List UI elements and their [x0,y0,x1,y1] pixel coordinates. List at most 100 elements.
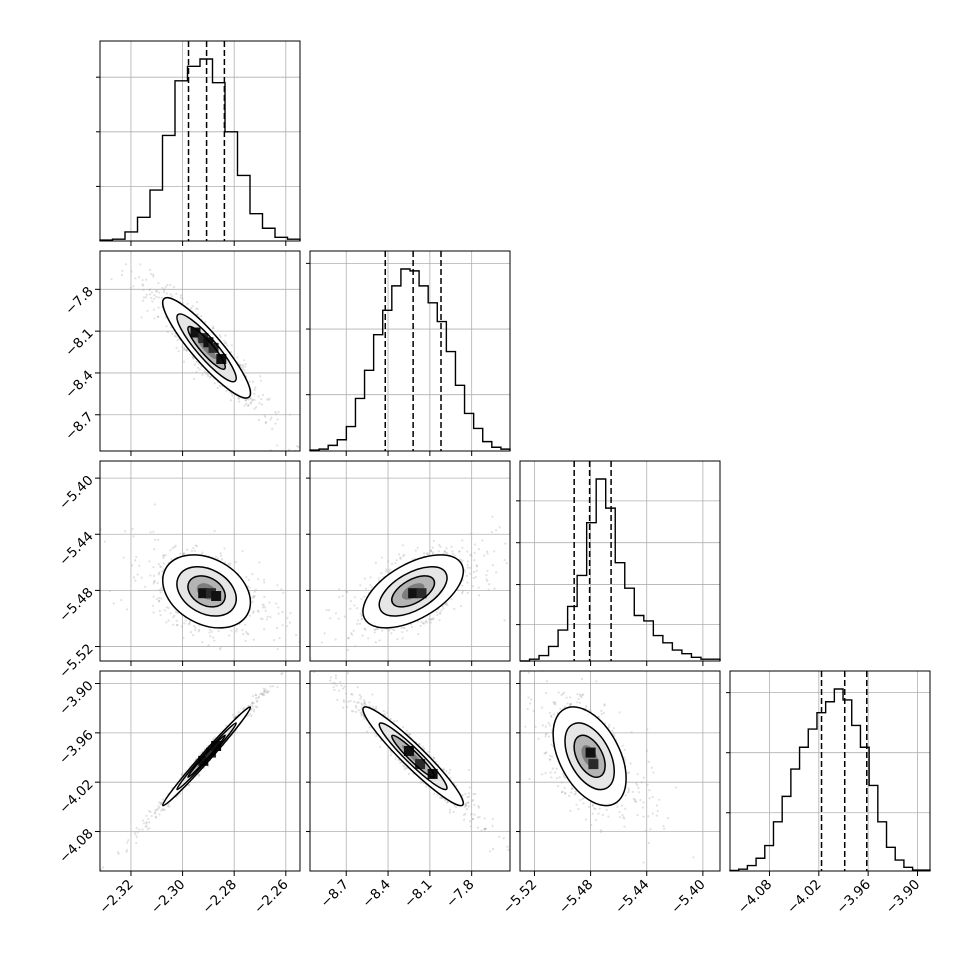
scatter-point [432,551,435,554]
scatter-point [159,565,162,569]
scatter-point [120,599,123,602]
scatter-point [259,617,263,620]
scatter-point [446,552,449,555]
scatter-point [356,619,360,622]
scatter-point [401,637,404,640]
scatter-point [349,607,352,611]
scatter-point [186,302,189,305]
scatter-point [264,606,267,609]
scatter-point [503,619,506,622]
scatter-point [477,594,481,597]
scatter-point [352,629,355,632]
scatter-point [195,301,199,304]
scatter-point [461,584,464,587]
scatter-point [360,618,363,621]
scatter-point [256,699,259,702]
scatter-point [157,563,160,566]
scatter-point [193,624,196,628]
scatter-point [140,316,143,319]
scatter-point [135,841,138,845]
scatter-point [145,293,148,296]
scatter-point [184,619,187,622]
scatter-point [388,570,391,574]
scatter-point [443,550,446,553]
scatter-point [149,574,152,577]
scatter-point [158,806,161,809]
scatter-point [445,602,449,605]
scatter-point [411,626,414,629]
scatter-point [224,334,227,337]
scatter-point [450,598,453,601]
scatter-point [192,356,195,359]
scatter-point [272,638,275,642]
scatter-point [189,630,192,634]
scatter-point [363,577,367,580]
scatter-point [443,550,447,553]
scatter-point [244,639,247,643]
scatter-point [271,685,274,688]
scatter-point [211,636,215,639]
scatter-point [157,315,160,319]
scatter-point [148,827,151,830]
scatter-point [334,638,337,641]
scatter-point [192,357,195,360]
scatter-point [274,410,277,414]
scatter-point [182,346,186,349]
scatter-point [163,609,166,612]
scatter-point [498,526,501,529]
scatter-point [164,553,167,557]
scatter-point [165,606,168,609]
scatter-point [213,639,216,642]
scatter-point [249,712,252,715]
scatter-point [445,547,448,550]
scatter-point [235,628,238,631]
scatter-point [416,620,420,623]
scatter-point [122,556,125,559]
scatter-point [162,562,166,565]
scatter-point [152,580,156,583]
scatter-point [196,307,199,311]
scatter-point [367,637,370,640]
scatter-point [145,278,148,281]
scatter-point [169,612,172,615]
scatter-point [451,550,454,553]
scatter-point [138,564,141,567]
scatter-point [423,552,426,555]
scatter-point [248,380,251,383]
scatter-point [169,283,172,287]
scatter-point [112,602,115,605]
scatter-point [195,307,198,310]
scatter-point [363,627,366,630]
scatter-point [505,561,508,565]
scatter-point [253,710,256,713]
scatter-point [401,544,404,547]
scatter-point [276,648,279,651]
scatter-point [422,621,425,625]
scatter-point [218,384,222,388]
scatter-point [380,572,383,575]
scatter-point [373,628,376,631]
scatter-point [209,628,212,632]
scatter-point [207,644,210,647]
scatter-point [483,554,486,557]
scatter-point [253,392,256,395]
scatter-point [196,366,200,369]
scatter-point [280,588,283,591]
scatter-point [341,594,344,598]
scatter-point [416,546,419,549]
scatter-point [405,629,409,632]
scatter-point [251,398,254,401]
scatter-point [208,376,211,379]
scatter-point [438,611,442,614]
scatter-point [269,615,272,619]
scatter-point [247,404,250,407]
scatter-point [475,569,478,572]
scatter-point [201,373,204,376]
scatter-point [442,607,445,610]
scatter-point [175,292,178,295]
scatter-point [250,714,253,717]
scatter-point [134,579,137,582]
scatter-point [432,539,435,543]
scatter-point [399,556,402,559]
scatter-point [134,559,137,562]
